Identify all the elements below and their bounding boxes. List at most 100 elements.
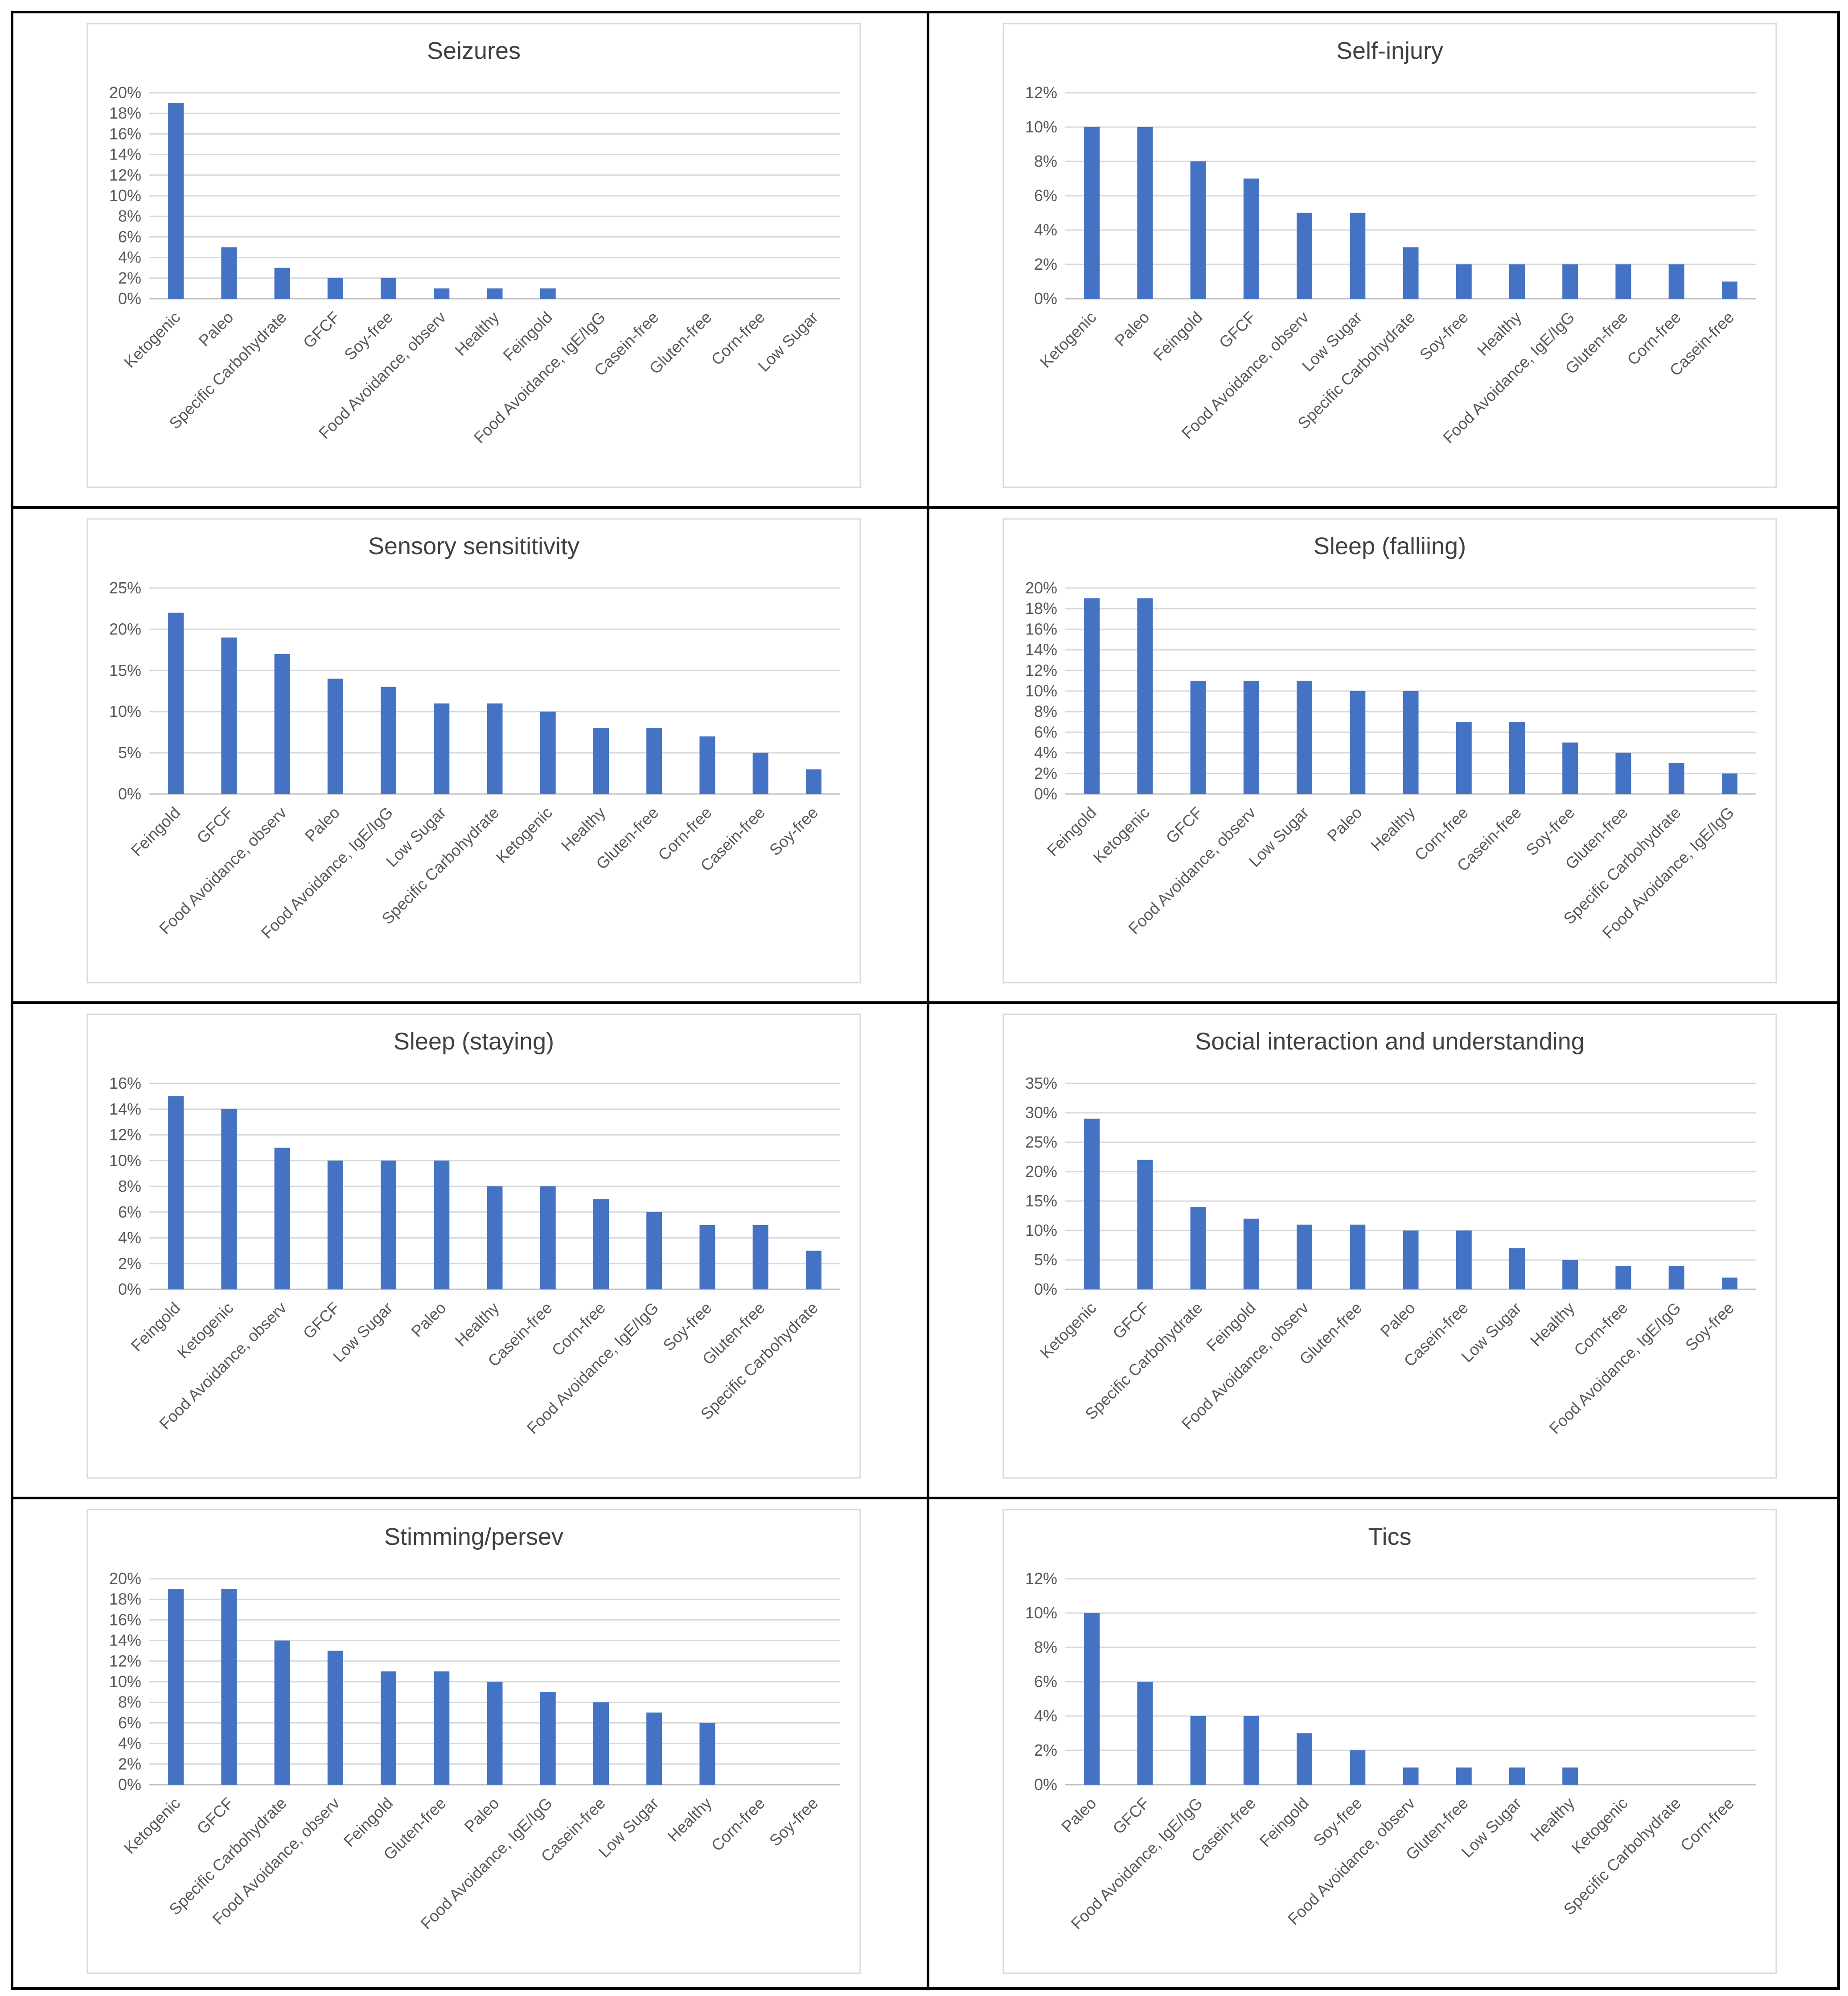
bar: [168, 613, 184, 794]
bar: [1562, 1767, 1578, 1785]
bar: [327, 278, 343, 299]
chart-frame: [86, 518, 861, 984]
bar: [1137, 1160, 1153, 1289]
bar: [1403, 247, 1419, 299]
chart-stimming: Stimming/persev 0% 2% 4% 6% 8% 10% 12% 14% 16% 18%…: [86, 1509, 861, 1974]
bar: [1509, 1248, 1525, 1289]
bar: [168, 1589, 184, 1785]
bar: [699, 1723, 715, 1785]
y-tick-label: 20%: [109, 620, 141, 638]
chart-frame: [86, 23, 861, 488]
bar: [805, 1251, 821, 1289]
bar: [540, 1692, 556, 1785]
y-tick-label: 12%: [1025, 1569, 1057, 1588]
y-tick-label: 2%: [1034, 255, 1057, 273]
bar: [327, 1650, 343, 1785]
y-tick-label: 16%: [109, 1074, 141, 1092]
bar: [1562, 1260, 1578, 1289]
vertical-divider: [927, 13, 929, 1987]
bar: [274, 1148, 290, 1289]
bar: [434, 1161, 450, 1289]
y-tick-label: 0%: [118, 1280, 141, 1298]
bar: [1137, 1682, 1153, 1785]
chart-cell-sleep-falling: Sleep (falliing) 0% 2% 4% 6% 8% 10% 12% 14% 16% 18…: [929, 509, 1841, 1001]
bar: [1137, 127, 1153, 299]
bar: [1403, 1231, 1419, 1289]
chart-sleep-falling: Sleep (falliing) 0% 2% 4% 6% 8% 10% 12% 14% 16% 18…: [1002, 518, 1777, 984]
bar: [1137, 598, 1153, 794]
y-tick-label: 5%: [1034, 1251, 1057, 1269]
bar: [1350, 213, 1366, 299]
y-tick-label: 25%: [1025, 1133, 1057, 1151]
y-tick-label: 20%: [1025, 1162, 1057, 1181]
y-tick-label: 6%: [118, 227, 141, 246]
bar: [434, 288, 450, 299]
y-tick-label: 10%: [1025, 118, 1057, 136]
bar: [1562, 742, 1578, 794]
bar: [1190, 1207, 1206, 1289]
y-tick-label: 2%: [118, 1755, 141, 1773]
y-tick-label: 10%: [109, 1672, 141, 1691]
y-tick-label: 20%: [1025, 579, 1057, 597]
bar: [1668, 1266, 1684, 1289]
horizontal-divider: [13, 1001, 1837, 1004]
chart-title: Sleep (staying): [394, 1028, 554, 1055]
chart-frame: [1002, 1013, 1777, 1479]
bar: [1509, 264, 1525, 299]
y-tick-label: 2%: [1034, 1741, 1057, 1759]
chart-cell-tics: Tics 0% 2% 4% 6% 8% 10% 12% Paleo GFCF Food Avoida…: [929, 1499, 1841, 1992]
bar: [1615, 753, 1631, 794]
bar: [1190, 680, 1206, 794]
y-tick-label: 18%: [1025, 599, 1057, 617]
chart-sensory-sensitivity: Sensory sensititivity0%5%10%15%20%25%Fei…: [86, 518, 861, 984]
y-tick-label: 15%: [1025, 1192, 1057, 1210]
bar: [1615, 264, 1631, 299]
bar: [1084, 1613, 1100, 1785]
y-tick-label: 10%: [1025, 1604, 1057, 1622]
y-tick-label: 10%: [109, 186, 141, 205]
y-tick-label: 14%: [109, 145, 141, 164]
bar: [1297, 1224, 1313, 1289]
y-tick-label: 4%: [1034, 744, 1057, 762]
bar: [1190, 161, 1206, 299]
chart-title: Sleep (falliing): [1314, 533, 1466, 560]
chart-sleep-staying: Sleep (staying)0%2%4%6%8%10%12%14%16%Fei…: [86, 1013, 861, 1479]
bar: [1243, 1218, 1259, 1289]
chart-grid: Seizures 0% 2% 4% 6% 8% 10% 12% 14% 16% 18% 20% Keto…: [11, 11, 1840, 1990]
chart-title: Social interaction and understanding: [1195, 1028, 1585, 1055]
y-tick-label: 30%: [1025, 1103, 1057, 1122]
bar: [274, 1640, 290, 1785]
bar: [1615, 1266, 1631, 1289]
bar: [1456, 722, 1472, 794]
bar: [1084, 1119, 1100, 1289]
bar: [1456, 1767, 1472, 1785]
y-tick-label: 15%: [109, 661, 141, 679]
bar: [646, 1212, 662, 1289]
y-tick-label: 16%: [1025, 620, 1057, 638]
chart-title: Stimming/persev: [384, 1523, 563, 1550]
bar: [381, 278, 397, 299]
y-tick-label: 2%: [118, 1254, 141, 1272]
bar: [1350, 691, 1366, 794]
y-tick-label: 0%: [1034, 1280, 1057, 1298]
bar: [646, 728, 662, 794]
y-tick-label: 8%: [118, 1177, 141, 1195]
bar: [1190, 1716, 1206, 1785]
bar: [1721, 773, 1737, 794]
chart-seizures: Seizures0%2%4%6%8%10%12%14%16%18%20%Keto…: [86, 23, 861, 488]
bar: [1456, 264, 1472, 299]
bar: [1403, 691, 1419, 794]
y-tick-label: 18%: [109, 104, 141, 122]
bar: [540, 1186, 556, 1289]
bar: [327, 679, 343, 794]
y-tick-label: 0%: [118, 785, 141, 803]
bar: [168, 103, 184, 299]
chart-cell-sensory: Sensory sensititivity 0% 5% 10% 15% 20% 25% Fei…: [13, 509, 925, 1001]
chart-title: Self-injury: [1336, 37, 1443, 64]
y-tick-label: 5%: [118, 744, 141, 762]
y-tick-label: 12%: [109, 1126, 141, 1144]
y-tick-label: 4%: [1034, 221, 1057, 239]
bar: [1668, 763, 1684, 794]
bar: [1721, 281, 1737, 299]
bar: [1084, 127, 1100, 299]
